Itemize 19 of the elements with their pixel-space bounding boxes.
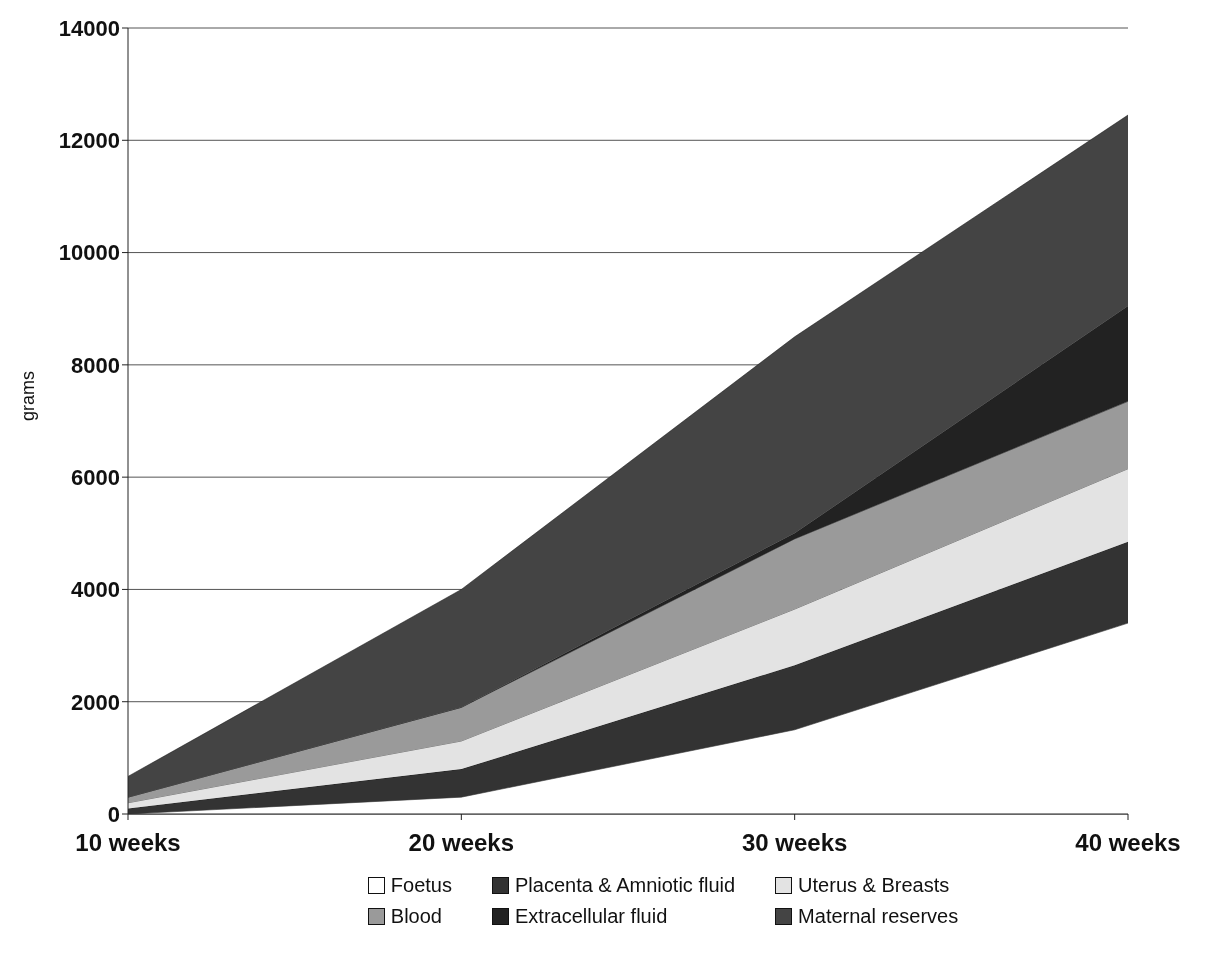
- legend-label: Extracellular fluid: [514, 905, 668, 928]
- y-tick-label: 14000: [58, 15, 120, 41]
- legend-label: Foetus: [390, 874, 452, 897]
- y-tick-label: 12000: [58, 128, 120, 154]
- x-tick-label: 10 weeks: [75, 829, 181, 857]
- legend-label: Blood: [390, 905, 442, 928]
- legend-label: Uterus & Breasts: [798, 874, 950, 897]
- y-tick-label: 0: [107, 801, 120, 827]
- x-tick-label: 40 weeks: [1075, 829, 1181, 857]
- y-tick-label: 2000: [71, 689, 120, 715]
- y-tick-label: 4000: [71, 577, 120, 603]
- legend-label: Maternal reserves: [798, 905, 959, 928]
- x-tick-label: 20 weeks: [408, 829, 515, 857]
- y-tick-label: 6000: [71, 464, 120, 490]
- x-tick-label: 30 weeks: [741, 829, 848, 857]
- legend-label: Placenta & Amniotic fluid: [514, 874, 736, 897]
- y-tick-label: 8000: [71, 352, 120, 378]
- y-tick-label: 10000: [58, 240, 120, 266]
- y-axis-title: grams: [18, 370, 39, 421]
